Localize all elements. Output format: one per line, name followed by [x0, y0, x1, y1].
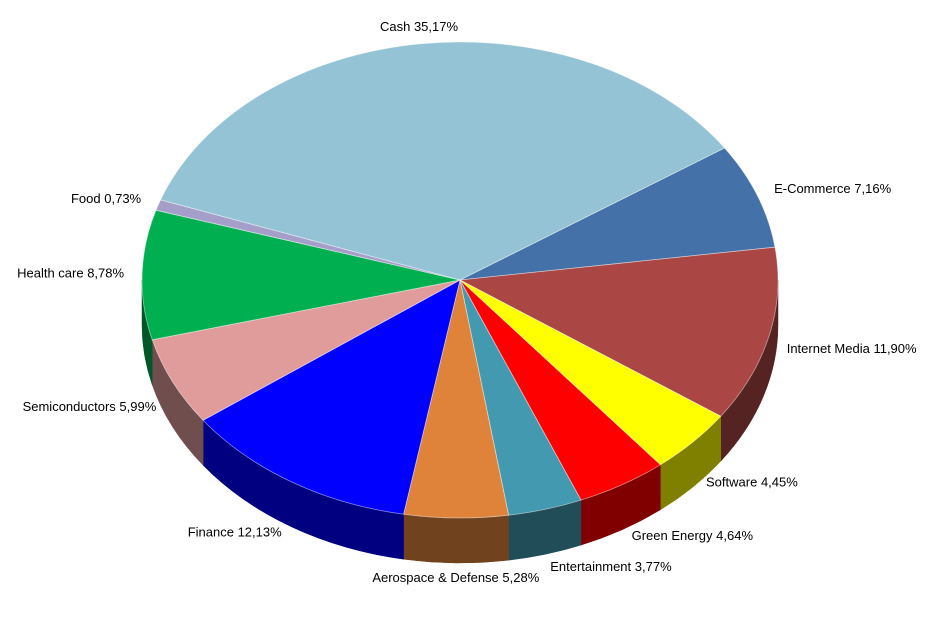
slice-label: Internet Media 11,90%	[787, 341, 917, 356]
value-label: 35,17%	[414, 19, 459, 34]
slice-label: E-Commerce 7,16%	[774, 181, 892, 196]
slice-label: Aerospace & Defense 5,28%	[372, 570, 539, 585]
value-label: 4,45%	[761, 475, 798, 490]
slice-side	[403, 513, 509, 564]
category-label: Entertainment	[550, 559, 631, 574]
category-label: Software	[706, 475, 757, 490]
slice-label: Semiconductors 5,99%	[23, 399, 157, 414]
value-label: 7,16%	[854, 181, 891, 196]
value-label: 11,90%	[873, 341, 917, 356]
value-label: 4,64%	[716, 529, 753, 544]
value-label: 3,77%	[635, 559, 672, 574]
value-label: 0,73%	[104, 191, 141, 206]
slice-label: Green Energy 4,64%	[632, 529, 754, 544]
slice	[459, 147, 776, 281]
slice-label: Entertainment 3,77%	[550, 559, 672, 574]
value-label: 5,28%	[502, 570, 539, 585]
category-label: Green Energy	[632, 529, 713, 544]
slice-label: Food 0,73%	[71, 191, 142, 206]
slice-label: Finance 12,13%	[188, 525, 282, 540]
slice	[202, 279, 461, 515]
category-label: Food	[71, 191, 101, 206]
value-label: 5,99%	[119, 399, 156, 414]
category-label: Finance	[188, 525, 234, 540]
category-label: Aerospace & Defense	[372, 570, 498, 585]
slice-label: Health care 8,78%	[17, 266, 124, 281]
category-label: Semiconductors	[23, 399, 117, 414]
category-label: E-Commerce	[774, 181, 851, 196]
category-label: Internet Media	[787, 341, 871, 356]
category-label: Health care	[17, 266, 83, 281]
slice	[160, 41, 726, 281]
slice-label: Cash 35,17%	[380, 19, 459, 34]
category-label: Cash	[380, 19, 410, 34]
slice	[151, 279, 461, 421]
slice	[141, 209, 461, 341]
value-label: 8,78%	[87, 266, 124, 281]
slice	[458, 246, 779, 417]
slice-label: Software 4,45%	[706, 475, 798, 490]
value-label: 12,13%	[238, 525, 283, 540]
